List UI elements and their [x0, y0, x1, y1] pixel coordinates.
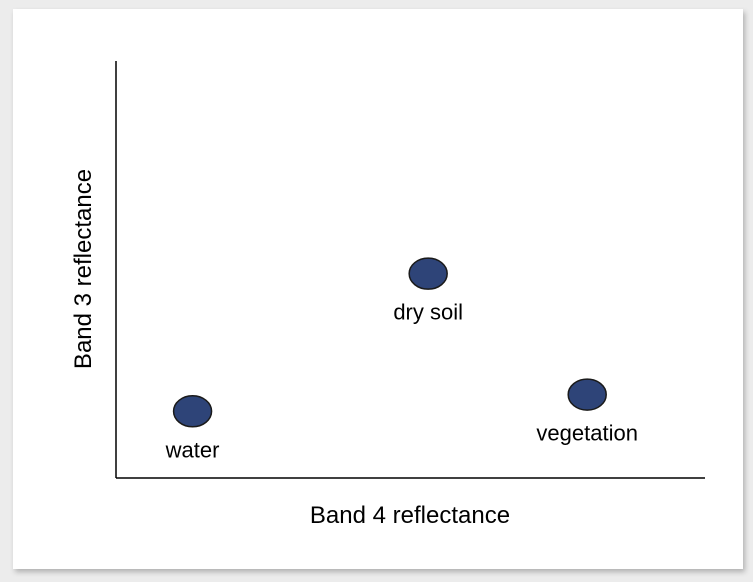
slide: water dry soil vegetation Band 4 reflectan… [13, 9, 743, 569]
data-point-dry-soil [408, 257, 448, 290]
x-axis-label: Band 4 reflectance [310, 502, 510, 529]
y-axis-label: Band 3 reflectance [70, 169, 97, 369]
data-point-vegetation [567, 378, 607, 411]
scatter-chart: water dry soil vegetation Band 4 reflectan… [70, 61, 705, 529]
data-label-water: water [165, 437, 220, 462]
data-label-dry-soil: dry soil [393, 300, 463, 325]
data-point-water [172, 395, 213, 428]
data-label-vegetation: vegetation [536, 421, 638, 446]
